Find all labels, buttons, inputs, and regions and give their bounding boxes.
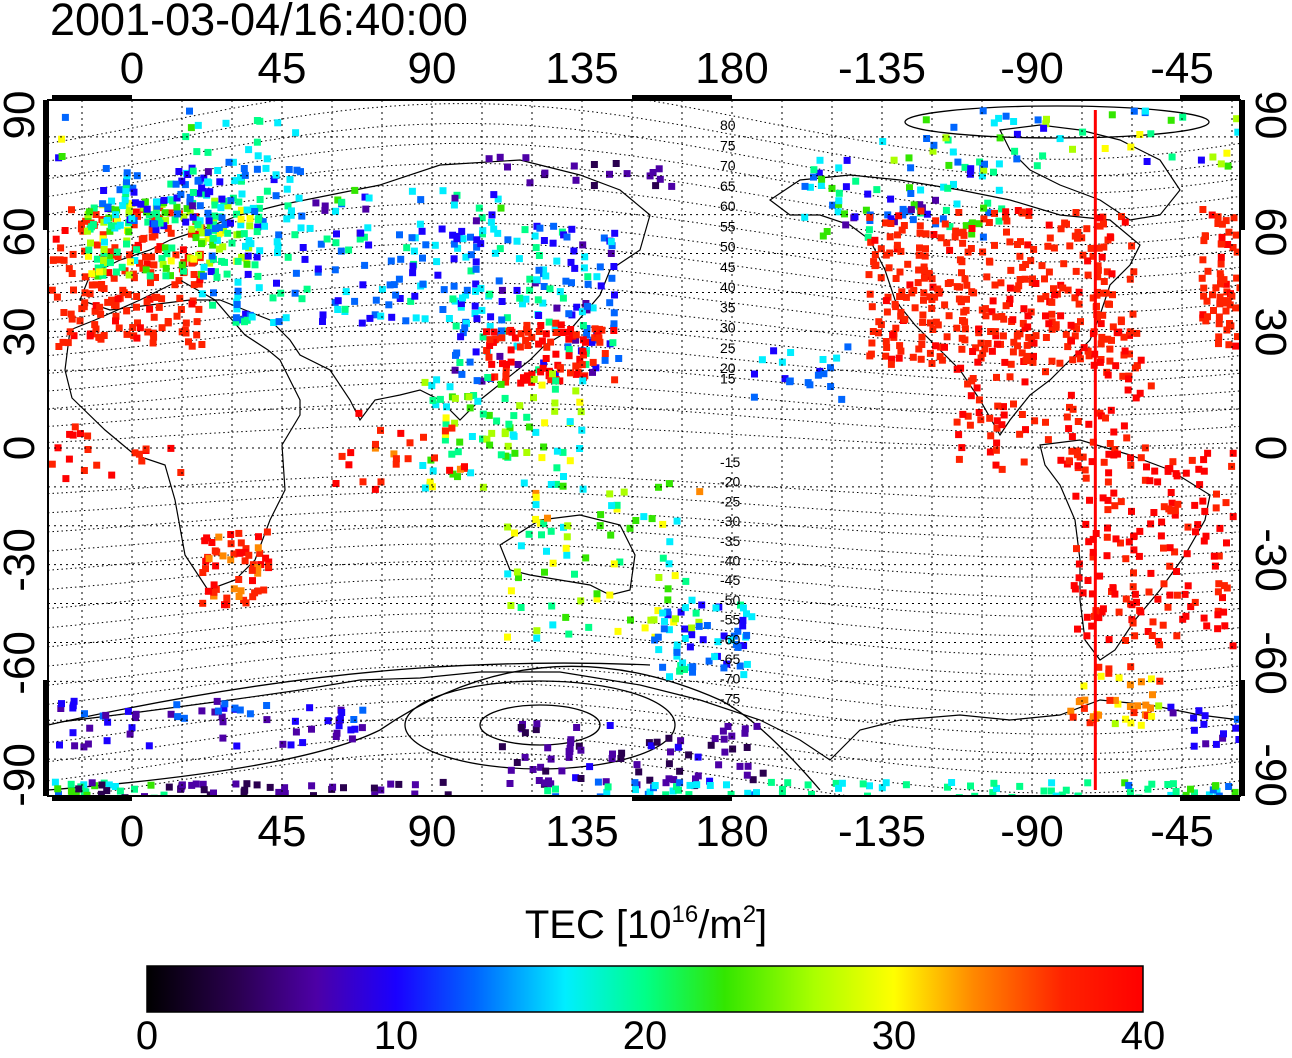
axis-tick-labels: 0 45 90 135 180 -135 -90 -450 45 90 135 180 -135 -90-… [0, 44, 1292, 856]
contour-label: 65 [720, 178, 736, 194]
left-lat-tick-label: -90 [0, 743, 44, 807]
bottom-lon-tick-label: -45 [1150, 807, 1214, 856]
top-lon-tick-label: 90 [408, 44, 457, 93]
right-lat-tick-label: -90 [1246, 743, 1292, 807]
right-lat-tick-label: 90 [1246, 91, 1292, 140]
left-lat-tick-label: 30 [0, 308, 44, 357]
contour-label: -30 [720, 513, 740, 529]
lat-lon-grid [48, 100, 1240, 796]
top-lon-tick-label: -90 [1000, 44, 1064, 93]
bottom-lon-tick-label: -90 [1000, 807, 1064, 856]
right-lat-tick-label: -60 [1246, 631, 1292, 695]
colorbar-title: TEC [1016/m2] [524, 901, 768, 948]
contour-label: -75 [720, 690, 740, 706]
contour-label: 55 [720, 218, 736, 234]
contour-label: -20 [720, 474, 740, 490]
contour-label: -65 [720, 651, 740, 667]
left-lat-tick-label: -30 [0, 528, 44, 592]
contour-label: -50 [720, 592, 740, 608]
contour-label: -15 [720, 454, 740, 470]
colorbar-tick-label: 40 [1120, 1014, 1166, 1058]
contour-label: 45 [720, 259, 736, 275]
contour-label: 25 [720, 340, 736, 356]
contour-label: 70 [720, 158, 736, 174]
timestamp-title: 2001-03-04/16:40:00 [50, 0, 468, 45]
top-lon-tick-label: -135 [838, 44, 926, 93]
contour-label: 80 [720, 117, 736, 133]
colorbar-tick-label: 10 [373, 1014, 419, 1058]
map-frame [43, 95, 1245, 801]
contour-label: 75 [720, 137, 736, 153]
top-lon-tick-label: 45 [258, 44, 307, 93]
top-lon-tick-label: 0 [120, 44, 144, 93]
left-lat-tick-label: 0 [0, 436, 44, 460]
right-lat-tick-label: 30 [1246, 308, 1292, 357]
contour-label: 40 [720, 279, 736, 295]
bottom-lon-tick-label: -135 [838, 807, 926, 856]
contour-label: -25 [720, 493, 740, 509]
contour-label: 15 [720, 370, 736, 386]
bottom-lon-tick-label: 45 [258, 807, 307, 856]
bottom-lon-tick-label: 90 [408, 807, 457, 856]
bottom-lon-tick-label: 180 [695, 807, 768, 856]
top-lon-tick-label: 135 [545, 44, 618, 93]
left-lat-tick-label: 90 [0, 91, 44, 140]
contour-label: -60 [720, 631, 740, 647]
contour-label: 35 [720, 299, 736, 315]
contour-label: -35 [720, 533, 740, 549]
right-lat-tick-label: 60 [1246, 208, 1292, 257]
colorbar-tick-label: 20 [622, 1014, 668, 1058]
right-lat-tick-label: -30 [1246, 528, 1292, 592]
contour-label: 20 [720, 360, 736, 376]
left-lat-tick-label: -60 [0, 631, 44, 695]
contour-label: 30 [720, 320, 736, 336]
contour-label: -55 [720, 612, 740, 628]
colorbar-tick-label: 0 [135, 1014, 159, 1058]
bottom-lon-tick-label: 0 [120, 807, 144, 856]
bottom-lon-tick-label: 135 [545, 807, 618, 856]
contour-label: -40 [720, 553, 740, 569]
contour-label: 50 [720, 239, 736, 255]
colorbar [146, 965, 1144, 1013]
top-lon-tick-label: -45 [1150, 44, 1214, 93]
contour-label: -45 [720, 572, 740, 588]
contour-label: 60 [720, 198, 736, 214]
right-lat-tick-label: 0 [1246, 436, 1292, 460]
contour-label: -70 [720, 671, 740, 687]
colorbar-tick-label: 30 [871, 1014, 917, 1058]
top-lon-tick-label: 180 [695, 44, 768, 93]
left-lat-tick-label: 60 [0, 208, 44, 257]
